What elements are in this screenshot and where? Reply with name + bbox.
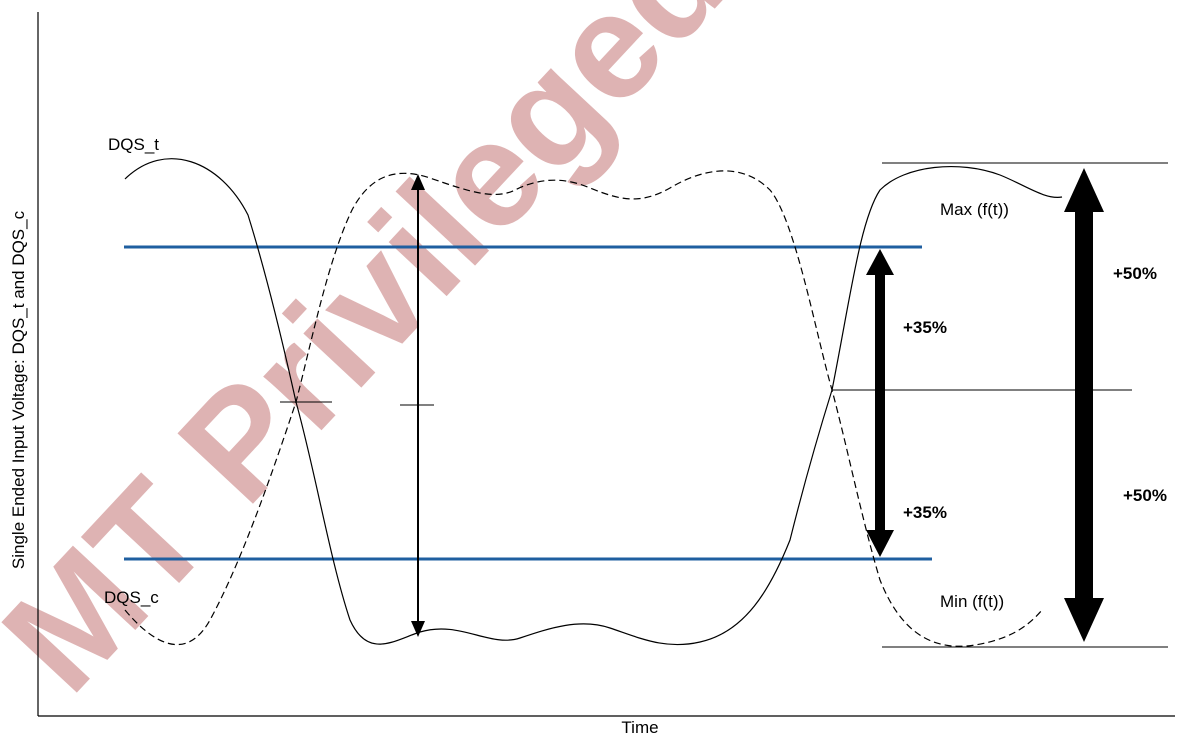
upper-35-label: +35% — [903, 318, 947, 337]
center-double-arrow — [411, 174, 425, 637]
dqs-t-label: DQS_t — [108, 135, 159, 154]
thirty-five-percent-arrow — [866, 249, 894, 557]
watermark: MT Privileged and — [0, 0, 969, 722]
max-label: Max (f(t)) — [940, 200, 1009, 219]
lower-35-label: +35% — [903, 503, 947, 522]
dqs-c-waveform — [124, 170, 1043, 647]
dqs-t-waveform — [124, 158, 1063, 646]
watermark-text: MT Privileged and — [0, 0, 969, 722]
fifty-percent-arrow — [1064, 168, 1104, 642]
lower-50-label: +50% — [1123, 486, 1167, 505]
min-label: Min (f(t)) — [940, 592, 1004, 611]
upper-50-label: +50% — [1113, 264, 1157, 283]
x-axis-label: Time — [621, 718, 658, 735]
y-axis-label: Single Ended Input Voltage: DQS_t and DQ… — [9, 210, 28, 569]
dqs-c-label: DQS_c — [104, 588, 159, 607]
